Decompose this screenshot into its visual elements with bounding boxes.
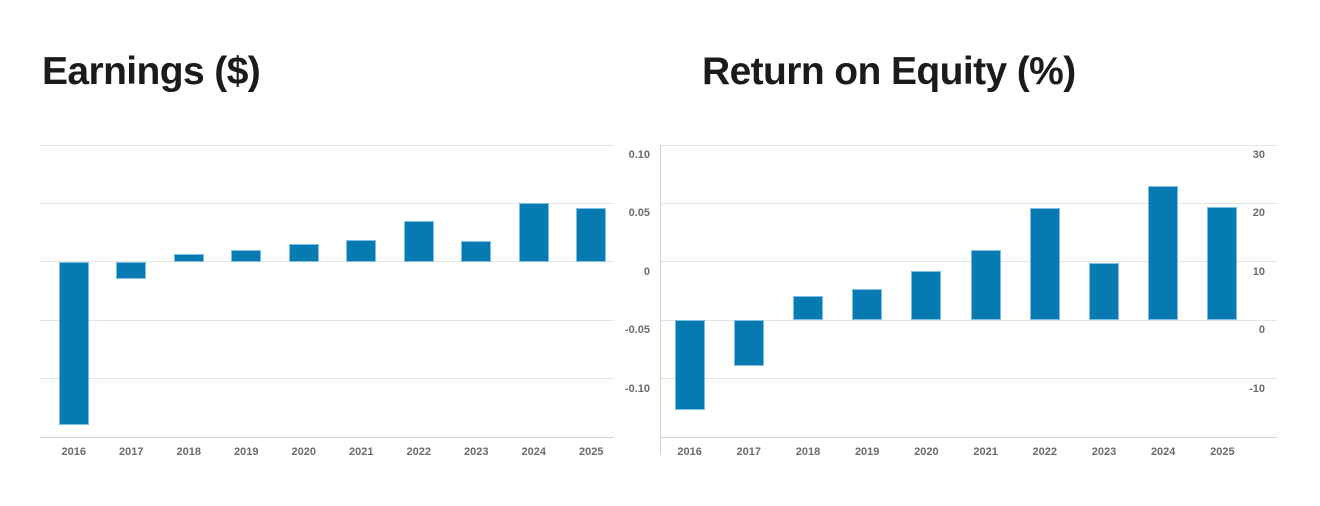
y-axis-tick-label: 0 xyxy=(643,265,650,278)
bar-2024[interactable] xyxy=(518,203,549,262)
x-axis-label-2017: 2017 xyxy=(736,446,762,458)
earnings-chart-panel: Earnings ($) 0.10 0.05 0 -0.05 -0.10 2016 2017… xyxy=(40,50,650,458)
roe-chart-plot: 30 20 10 0 -10 2016 2017 2018 2019 2020 2021 2022 20… xyxy=(660,0,1320,506)
bar-2023[interactable] xyxy=(461,240,492,262)
bar-2018[interactable] xyxy=(793,295,823,321)
bar-2022[interactable] xyxy=(403,220,434,262)
x-axis-label-2024: 2024 xyxy=(521,446,546,458)
bar-2017[interactable] xyxy=(733,320,764,367)
gridline xyxy=(40,378,614,380)
bar-2025[interactable] xyxy=(1207,206,1238,321)
bar-2020[interactable] xyxy=(911,270,942,321)
gridline xyxy=(40,202,614,204)
gridline xyxy=(661,202,1277,204)
x-axis-label-2024: 2024 xyxy=(1150,446,1176,458)
bar-2019[interactable] xyxy=(231,250,262,262)
y-axis-tick-label: 20 xyxy=(1252,207,1265,220)
bar-2019[interactable] xyxy=(852,288,883,321)
x-axis-label-2022: 2022 xyxy=(1032,446,1058,458)
bar-2016[interactable] xyxy=(674,320,705,411)
bar-2018[interactable] xyxy=(173,253,204,262)
bar-2016[interactable] xyxy=(58,261,89,426)
x-axis-label-2020: 2020 xyxy=(291,446,316,458)
x-axis-label-2019: 2019 xyxy=(854,446,880,458)
x-axis-label-2023: 2023 xyxy=(464,446,489,458)
bar-2017[interactable] xyxy=(116,261,147,280)
x-axis-label-2018: 2018 xyxy=(795,446,821,458)
bar-2025[interactable] xyxy=(576,208,607,262)
x-axis-label-2025: 2025 xyxy=(1210,446,1235,458)
earnings-chart-title: Earnings ($) xyxy=(42,50,261,93)
bar-2021[interactable] xyxy=(346,239,377,262)
gridline xyxy=(661,144,1277,146)
gridline xyxy=(40,319,614,321)
roe-chart-title: Return on Equity (%) xyxy=(702,50,1076,93)
x-axis-label-2017: 2017 xyxy=(119,446,144,458)
y-axis-tick-label: 0.10 xyxy=(628,149,650,161)
x-axis-label-2025: 2025 xyxy=(579,446,604,458)
y-axis-tick-label: 0.05 xyxy=(628,207,650,220)
gridline xyxy=(661,378,1277,380)
gridline xyxy=(40,144,614,146)
x-axis-label-2016: 2016 xyxy=(61,446,86,458)
x-axis-label-2020: 2020 xyxy=(914,446,939,458)
bar-2024[interactable] xyxy=(1148,185,1179,321)
x-axis-line xyxy=(661,437,1277,438)
gridline xyxy=(40,261,614,263)
y-axis-tick-label: 0 xyxy=(1258,324,1265,337)
y-axis-tick-label: -10 xyxy=(1249,382,1265,395)
bar-2022[interactable] xyxy=(1029,208,1060,321)
y-axis-tick-label: -0.05 xyxy=(624,324,650,337)
x-axis-label-2021: 2021 xyxy=(349,446,374,458)
y-axis-tick-label: -0.10 xyxy=(624,382,650,395)
y-axis-tick-label: 30 xyxy=(1252,149,1265,161)
x-axis-label-2019: 2019 xyxy=(234,446,259,458)
x-axis-label-2023: 2023 xyxy=(1091,446,1117,458)
bar-2023[interactable] xyxy=(1089,262,1119,321)
bar-2021[interactable] xyxy=(970,250,1001,321)
y-axis-line xyxy=(660,145,661,455)
x-axis-label-2021: 2021 xyxy=(973,446,998,458)
gridline xyxy=(661,319,1277,321)
x-axis-label-2016: 2016 xyxy=(677,446,702,458)
earnings-chart-plot: 0.10 0.05 0 -0.05 -0.10 2016 2017 2018 2019 2020 2… xyxy=(40,144,650,458)
roe-chart-panel: Return on Equity (%) 30 20 10 0 -10 2016 2017 2… xyxy=(660,0,1320,506)
x-axis-line xyxy=(40,437,614,438)
x-axis-label-2022: 2022 xyxy=(406,446,431,458)
y-axis-tick-label: 10 xyxy=(1252,265,1265,278)
bar-2020[interactable] xyxy=(288,244,319,262)
x-axis-label-2018: 2018 xyxy=(176,446,201,458)
gridline xyxy=(661,261,1277,263)
